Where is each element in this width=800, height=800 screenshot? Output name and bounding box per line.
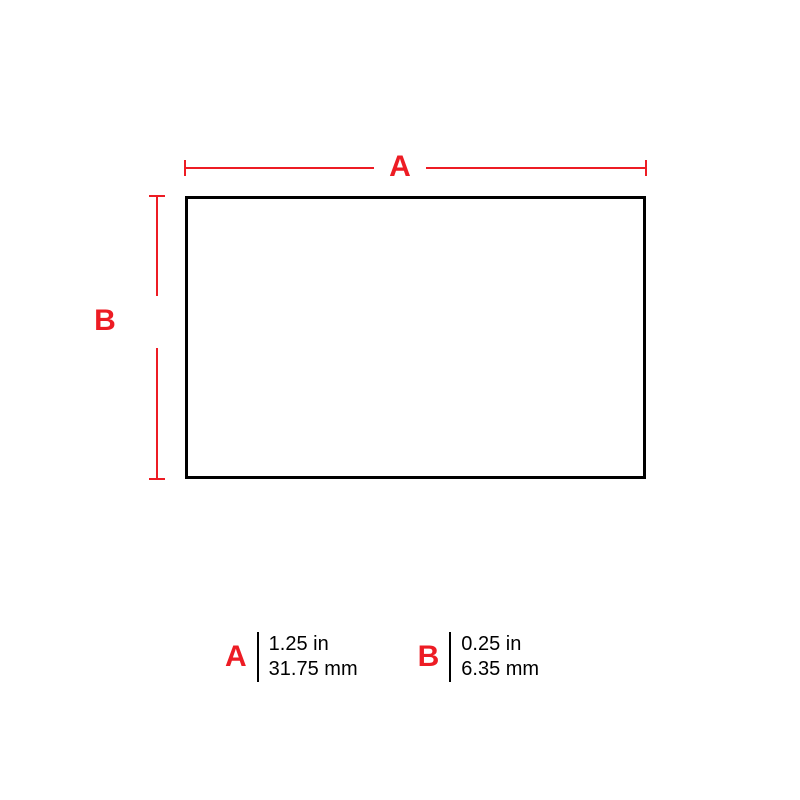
legend-letter-b: B [418, 640, 450, 674]
legend-item-a: A 1.25 in 31.75 mm [225, 632, 358, 682]
legend-a-imperial: 1.25 in [269, 632, 358, 657]
dimension-legend: A 1.25 in 31.75 mm B 0.25 in 6.35 mm [225, 632, 539, 682]
legend-item-b: B 0.25 in 6.35 mm [418, 632, 539, 682]
legend-a-metric: 31.75 mm [269, 657, 358, 682]
dimension-b-label: B [85, 304, 125, 338]
diagram-canvas: A B A 1.25 in 31.75 mm B 0.25 in 6.35 mm [0, 0, 800, 800]
legend-b-imperial: 0.25 in [461, 632, 539, 657]
legend-b-metric: 6.35 mm [461, 657, 539, 682]
legend-values-b: 0.25 in 6.35 mm [451, 632, 539, 682]
legend-values-a: 1.25 in 31.75 mm [259, 632, 358, 682]
legend-letter-a: A [225, 640, 257, 674]
